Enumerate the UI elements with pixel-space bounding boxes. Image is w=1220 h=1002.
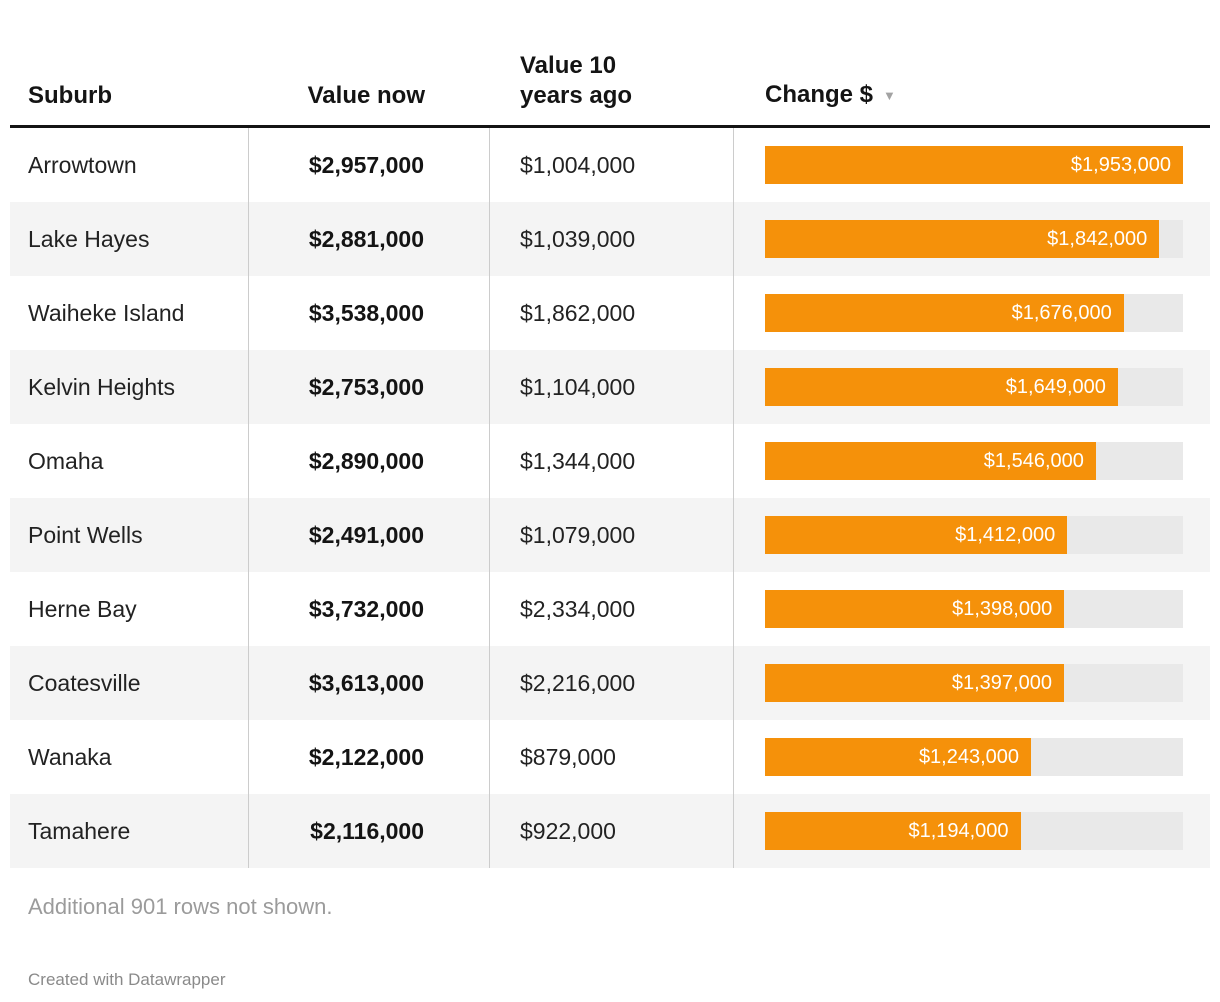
change-bar-label: $1,398,000 [952,597,1053,620]
value-10y-cell: $1,039,000 [490,202,734,276]
change-bar: $1,398,000 [765,590,1065,628]
value-10y-cell: $1,862,000 [490,276,734,350]
change-bar-track: $1,546,000 [765,442,1183,480]
change-cell: $1,194,000 [734,794,1210,868]
change-bar: $1,842,000 [765,220,1160,258]
change-bar-track: $1,649,000 [765,368,1183,406]
change-cell: $1,953,000 [734,128,1210,202]
value-10y-cell: $879,000 [490,720,734,794]
table-header: Suburb Value now Value 10 years ago Chan… [10,0,1210,128]
change-bar: $1,649,000 [765,368,1118,406]
table-row: Kelvin Heights $2,753,000 $1,104,000 $1,… [10,350,1210,424]
column-header-suburb[interactable]: Suburb [28,82,112,109]
value-now-cell: $2,753,000 [249,350,490,424]
value-now-cell: $2,122,000 [249,720,490,794]
value-now-cell: $2,881,000 [249,202,490,276]
datawrapper-credit-link[interactable]: Created with Datawrapper [28,970,226,989]
suburb-cell: Arrowtown [10,128,249,202]
suburb-cell: Herne Bay [10,572,249,646]
value-now-cell: $3,538,000 [249,276,490,350]
suburb-cell: Tamahere [10,794,249,868]
change-cell: $1,649,000 [734,350,1210,424]
change-bar-label: $1,412,000 [955,523,1056,546]
change-bar: $1,243,000 [765,738,1032,776]
suburb-cell: Kelvin Heights [10,350,249,424]
value-now-cell: $2,491,000 [249,498,490,572]
value-now-cell: $2,957,000 [249,128,490,202]
value-now-cell: $2,890,000 [249,424,490,498]
value-10y-cell: $1,104,000 [490,350,734,424]
change-bar-track: $1,412,000 [765,516,1183,554]
column-header-change[interactable]: Change $ ▼ [734,80,1210,111]
change-bar: $1,194,000 [765,812,1021,850]
change-bar-label: $1,649,000 [1005,375,1106,398]
suburb-cell: Point Wells [10,498,249,572]
change-bar-label: $1,842,000 [1047,227,1148,250]
column-header-value-10-years-ago[interactable]: Value 10 years ago [520,52,633,109]
change-bar-label: $1,397,000 [951,671,1052,694]
table-body: Arrowtown $2,957,000 $1,004,000 $1,953,0… [10,128,1210,868]
suburb-cell: Waiheke Island [10,276,249,350]
table-row: Herne Bay $3,732,000 $2,334,000 $1,398,0… [10,572,1210,646]
change-cell: $1,546,000 [734,424,1210,498]
change-bar: $1,412,000 [765,516,1068,554]
table-row: Coatesville $3,613,000 $2,216,000 $1,397… [10,646,1210,720]
column-header-value-now[interactable]: Value now [307,82,425,109]
suburb-cell: Lake Hayes [10,202,249,276]
value-now-cell: $2,116,000 [249,794,490,868]
change-bar: $1,546,000 [765,442,1096,480]
table-row: Point Wells $2,491,000 $1,079,000 $1,412… [10,498,1210,572]
change-cell: $1,842,000 [734,202,1210,276]
table-row: Tamahere $2,116,000 $922,000 $1,194,000 [10,794,1210,868]
change-bar-label: $1,953,000 [1070,153,1171,176]
change-bar-label: $1,194,000 [908,819,1009,842]
change-bar: $1,397,000 [765,664,1064,702]
value-now-cell: $3,613,000 [249,646,490,720]
table-row: Omaha $2,890,000 $1,344,000 $1,546,000 [10,424,1210,498]
change-bar-track: $1,953,000 [765,146,1183,184]
change-bar-track: $1,398,000 [765,590,1183,628]
change-bar-label: $1,546,000 [983,449,1084,472]
change-bar-track: $1,397,000 [765,664,1183,702]
table-row: Wanaka $2,122,000 $879,000 $1,243,000 [10,720,1210,794]
value-10y-cell: $2,334,000 [490,572,734,646]
change-bar-label: $1,243,000 [918,745,1020,768]
change-cell: $1,412,000 [734,498,1210,572]
sort-descending-icon: ▼ [883,88,896,103]
change-bar: $1,676,000 [765,294,1124,332]
value-10y-cell: $1,344,000 [490,424,734,498]
table-row: Arrowtown $2,957,000 $1,004,000 $1,953,0… [10,128,1210,202]
table-row: Waiheke Island $3,538,000 $1,862,000 $1,… [10,276,1210,350]
change-bar-track: $1,842,000 [765,220,1183,258]
column-header-change-label: Change $ [765,81,874,108]
change-bar-track: $1,194,000 [765,812,1183,850]
suburb-cell: Wanaka [10,720,249,794]
change-bar: $1,953,000 [765,146,1183,184]
change-cell: $1,397,000 [734,646,1210,720]
change-cell: $1,676,000 [734,276,1210,350]
value-10y-cell: $922,000 [490,794,734,868]
suburb-cell: Coatesville [10,646,249,720]
value-now-cell: $3,732,000 [249,572,490,646]
change-cell: $1,398,000 [734,572,1210,646]
rows-not-shown-note: Additional 901 rows not shown. [28,894,333,919]
change-bar-label: $1,676,000 [1011,301,1112,324]
value-10y-cell: $1,079,000 [490,498,734,572]
value-10y-cell: $1,004,000 [490,128,734,202]
table-row: Lake Hayes $2,881,000 $1,039,000 $1,842,… [10,202,1210,276]
value-10y-cell: $2,216,000 [490,646,734,720]
change-bar-track: $1,676,000 [765,294,1183,332]
suburb-cell: Omaha [10,424,249,498]
change-bar-track: $1,243,000 [765,738,1183,776]
change-cell: $1,243,000 [734,720,1210,794]
